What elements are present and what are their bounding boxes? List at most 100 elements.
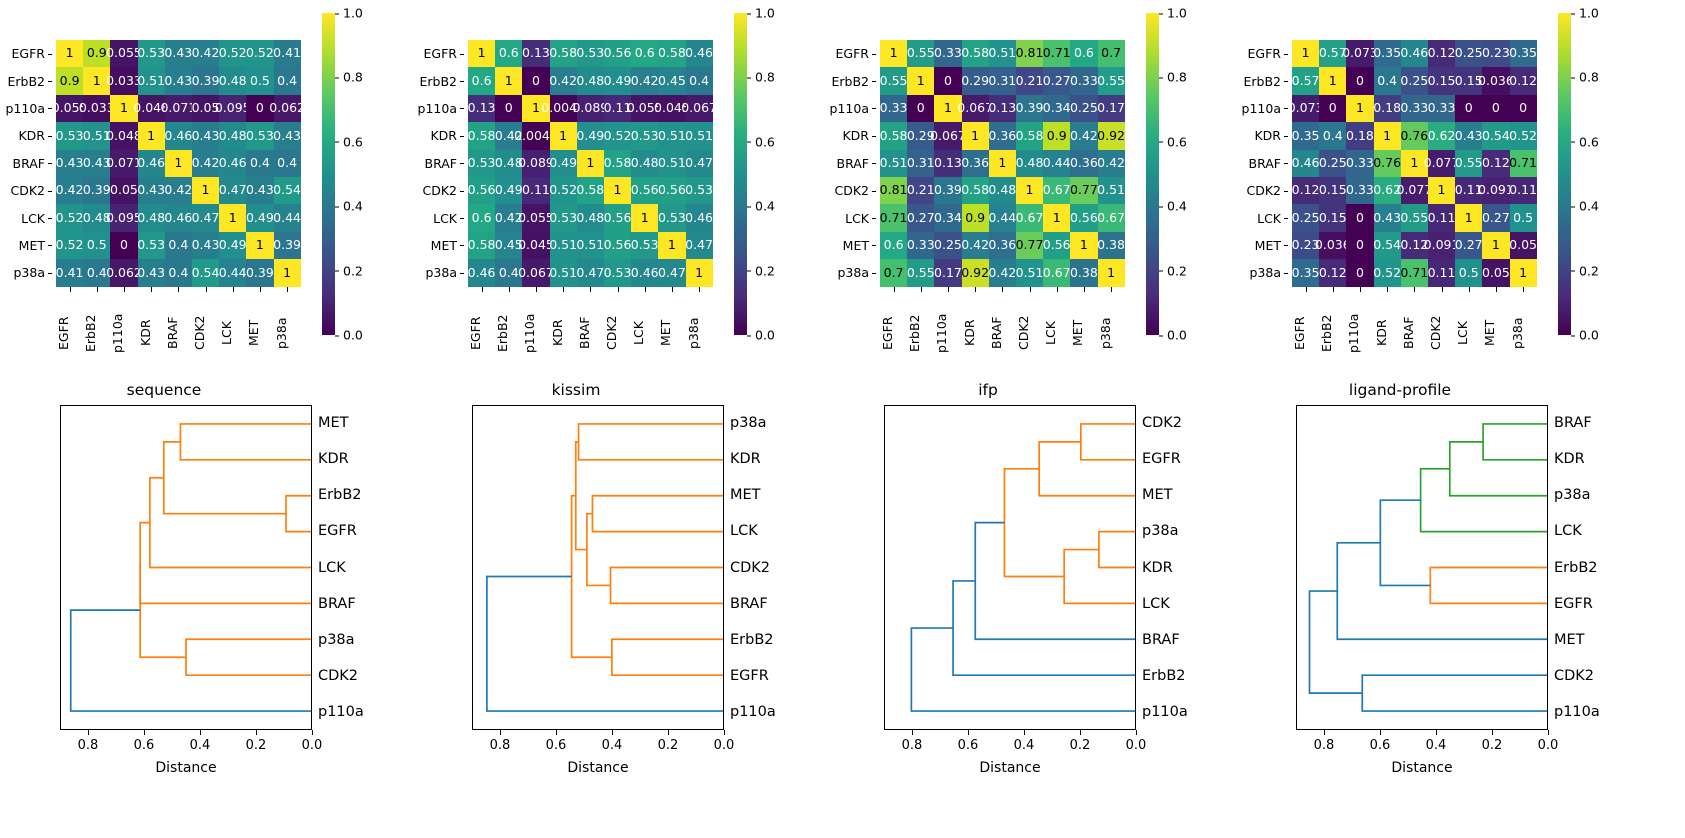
heatmap-cell-value: 0.51 [657, 155, 686, 170]
heatmap-x-tick-mark [1098, 287, 1125, 292]
heatmap-cell-value: 0 [119, 237, 128, 253]
heatmap-cell: 0.51 [657, 149, 686, 177]
heatmap-cell: 0.45 [658, 67, 686, 95]
heatmap-cell: 0.52 [1373, 259, 1401, 287]
heatmap-cell-value: 0.34 [934, 209, 962, 225]
heatmap-cell: 0.15 [1428, 67, 1455, 95]
colorbar-tick-label: 1.0 [1159, 6, 1187, 21]
heatmap-cell: 0.045 [518, 231, 554, 260]
heatmap-x-tick-label: CDK2 [191, 315, 207, 351]
heatmap-cell-value: 0.071 [106, 155, 142, 170]
heatmap-x-tick-label: LCK [219, 321, 235, 345]
heatmap-cell-value: 0.33 [1346, 182, 1374, 198]
heatmap-x-tick-mark [658, 287, 685, 292]
heatmap-cell-value: 0.58 [961, 182, 990, 198]
dendrogram-link [574, 441, 587, 551]
heatmap-cell: 0.6 [468, 67, 496, 95]
heatmap-cell-value: 0.055 [51, 100, 88, 116]
heatmap-cell-value: 0.077 [1423, 155, 1460, 170]
heatmap-cell-value: 1 [201, 182, 210, 198]
heatmap-y-tick-label: KDR [0, 122, 52, 149]
heatmap-cell-value: 0.55 [1097, 72, 1126, 88]
heatmap-cell: 0.33 [1346, 176, 1374, 205]
heatmap-cell-value: 0.12 [1291, 182, 1320, 198]
heatmap-cell: 0.4 [164, 259, 192, 287]
heatmap-y-tick-label: CDK2 [1236, 177, 1288, 204]
colorbar-ticks: 1.0 0.8 0.6 0.4 0.2 0.0 [747, 6, 807, 343]
dendrogram-leaf-label: p110a [730, 703, 776, 720]
heatmap-cell: 0.49 [219, 231, 247, 260]
dendrogram-plot-area [884, 405, 1136, 730]
colorbar-tick-label: 0.8 [747, 70, 775, 85]
heatmap-cell: 1 [1097, 259, 1125, 287]
heatmap-cell-value: 0.6 [471, 209, 492, 225]
heatmap-cell: 1 [1346, 94, 1374, 123]
heatmap-cell-value: 0.045 [518, 237, 554, 253]
heatmap-cell-value: 0.53 [137, 237, 166, 253]
heatmap-cell-value: 0.048 [133, 100, 170, 116]
heatmap-cell: 0.67 [1043, 259, 1071, 287]
heatmap-cell: 0.11 [604, 94, 631, 123]
dendrogram-link [611, 638, 723, 677]
heatmap-x-tick-label: p38a [1097, 317, 1113, 349]
heatmap-cell: 1 [137, 122, 165, 150]
heatmap-cell: 0.071 [106, 149, 142, 177]
heatmap-y-tick-label: MET [1236, 232, 1288, 259]
heatmap-cell-value: 0.39 [245, 264, 274, 280]
heatmap-cell-value: 0.51 [1097, 182, 1126, 198]
heatmap-cell: 0.39 [245, 259, 274, 287]
heatmap-x-tick-label: KDR [961, 319, 977, 347]
colorbar-tick-label: 1.0 [747, 6, 775, 21]
heatmap-cell-value: 0.048 [106, 127, 142, 143]
heatmap-cell-value: 0 [1355, 264, 1364, 280]
heatmap-cell-value: 0.55 [906, 264, 935, 280]
heatmap-cell-value: 0.55 [1454, 155, 1483, 170]
heatmap-cell: 0 [1509, 94, 1537, 123]
dendrogram-leaf-label: p38a [1554, 487, 1591, 504]
heatmap-cell-value: 0.036 [1478, 72, 1514, 88]
heatmap-grid-wrapper: 1 0.57 0.073 0.35 0.46 0.12 0.25 0.23 0.35 0.57 1 0… [1288, 40, 1537, 287]
heatmap-cell: 0.47 [219, 176, 247, 205]
heatmap-cell-value: 0.71 [1042, 45, 1071, 61]
heatmap-cell-value: 1 [1519, 264, 1528, 280]
heatmap-x-tick-mark [1455, 287, 1482, 292]
heatmap-x-tick-mark [1292, 287, 1319, 292]
heatmap-cell: 0.41 [273, 40, 301, 68]
heatmap-cell: 0.29 [907, 122, 935, 150]
heatmap-cell: 0.27 [1481, 204, 1510, 232]
heatmap-cell-value: 1 [916, 72, 925, 88]
heatmap-x-tick-label: p110a [1346, 313, 1362, 353]
heatmap-cell-value: 0.095 [214, 100, 251, 116]
heatmap-cell: 0.81 [880, 176, 908, 205]
heatmap-cell: 0.067 [518, 259, 554, 287]
heatmap-cell: 1 [1427, 176, 1456, 205]
dendrogram-leaf-label: LCK [730, 523, 758, 540]
heatmap-cell: 0.048 [133, 94, 169, 123]
heatmap-cell: 0.055 [627, 94, 663, 123]
heatmap-cell: 0.53 [631, 231, 659, 260]
heatmap-cell-value: 0.46 [137, 155, 166, 170]
dendrogram-leaf-label: ErbB2 [1142, 667, 1186, 684]
heatmap-cell-value: 0.4 [86, 264, 107, 280]
heatmap-cell-value: 0.56 [603, 45, 632, 61]
colorbar-tick-label: 0.4 [1159, 199, 1187, 214]
heatmap-cell-value: 0.52 [549, 182, 578, 198]
heatmap-x-tick-label: p110a [934, 313, 950, 353]
heatmap-cell-value: 0.43 [191, 127, 220, 143]
heatmap-cell-value: 0.33 [1346, 155, 1374, 170]
heatmap-cell: 0.54 [273, 176, 301, 205]
heatmap-cell: 0.48 [219, 122, 247, 150]
heatmap-cell-value: 0.05 [110, 182, 138, 198]
heatmap-cell: 0.25 [1455, 40, 1483, 68]
heatmap-cell-value: 0.27 [1481, 209, 1510, 225]
heatmap-cell-value: 0.4 [277, 155, 298, 170]
heatmap-x-tick-label: p38a [273, 317, 289, 349]
heatmap-cell: 0.089 [518, 149, 554, 177]
heatmap-cell-value: 0.47 [685, 237, 714, 253]
heatmap-cell-value: 0.073 [1287, 100, 1324, 116]
heatmap-x-tick-mark [577, 287, 604, 292]
dendrogram-leaf-label: BRAF [1142, 631, 1180, 648]
heatmap-cell: 0.51 [685, 122, 713, 150]
heatmap-cell: 0.43 [273, 122, 301, 150]
heatmap-x-tick-mark [165, 287, 192, 292]
